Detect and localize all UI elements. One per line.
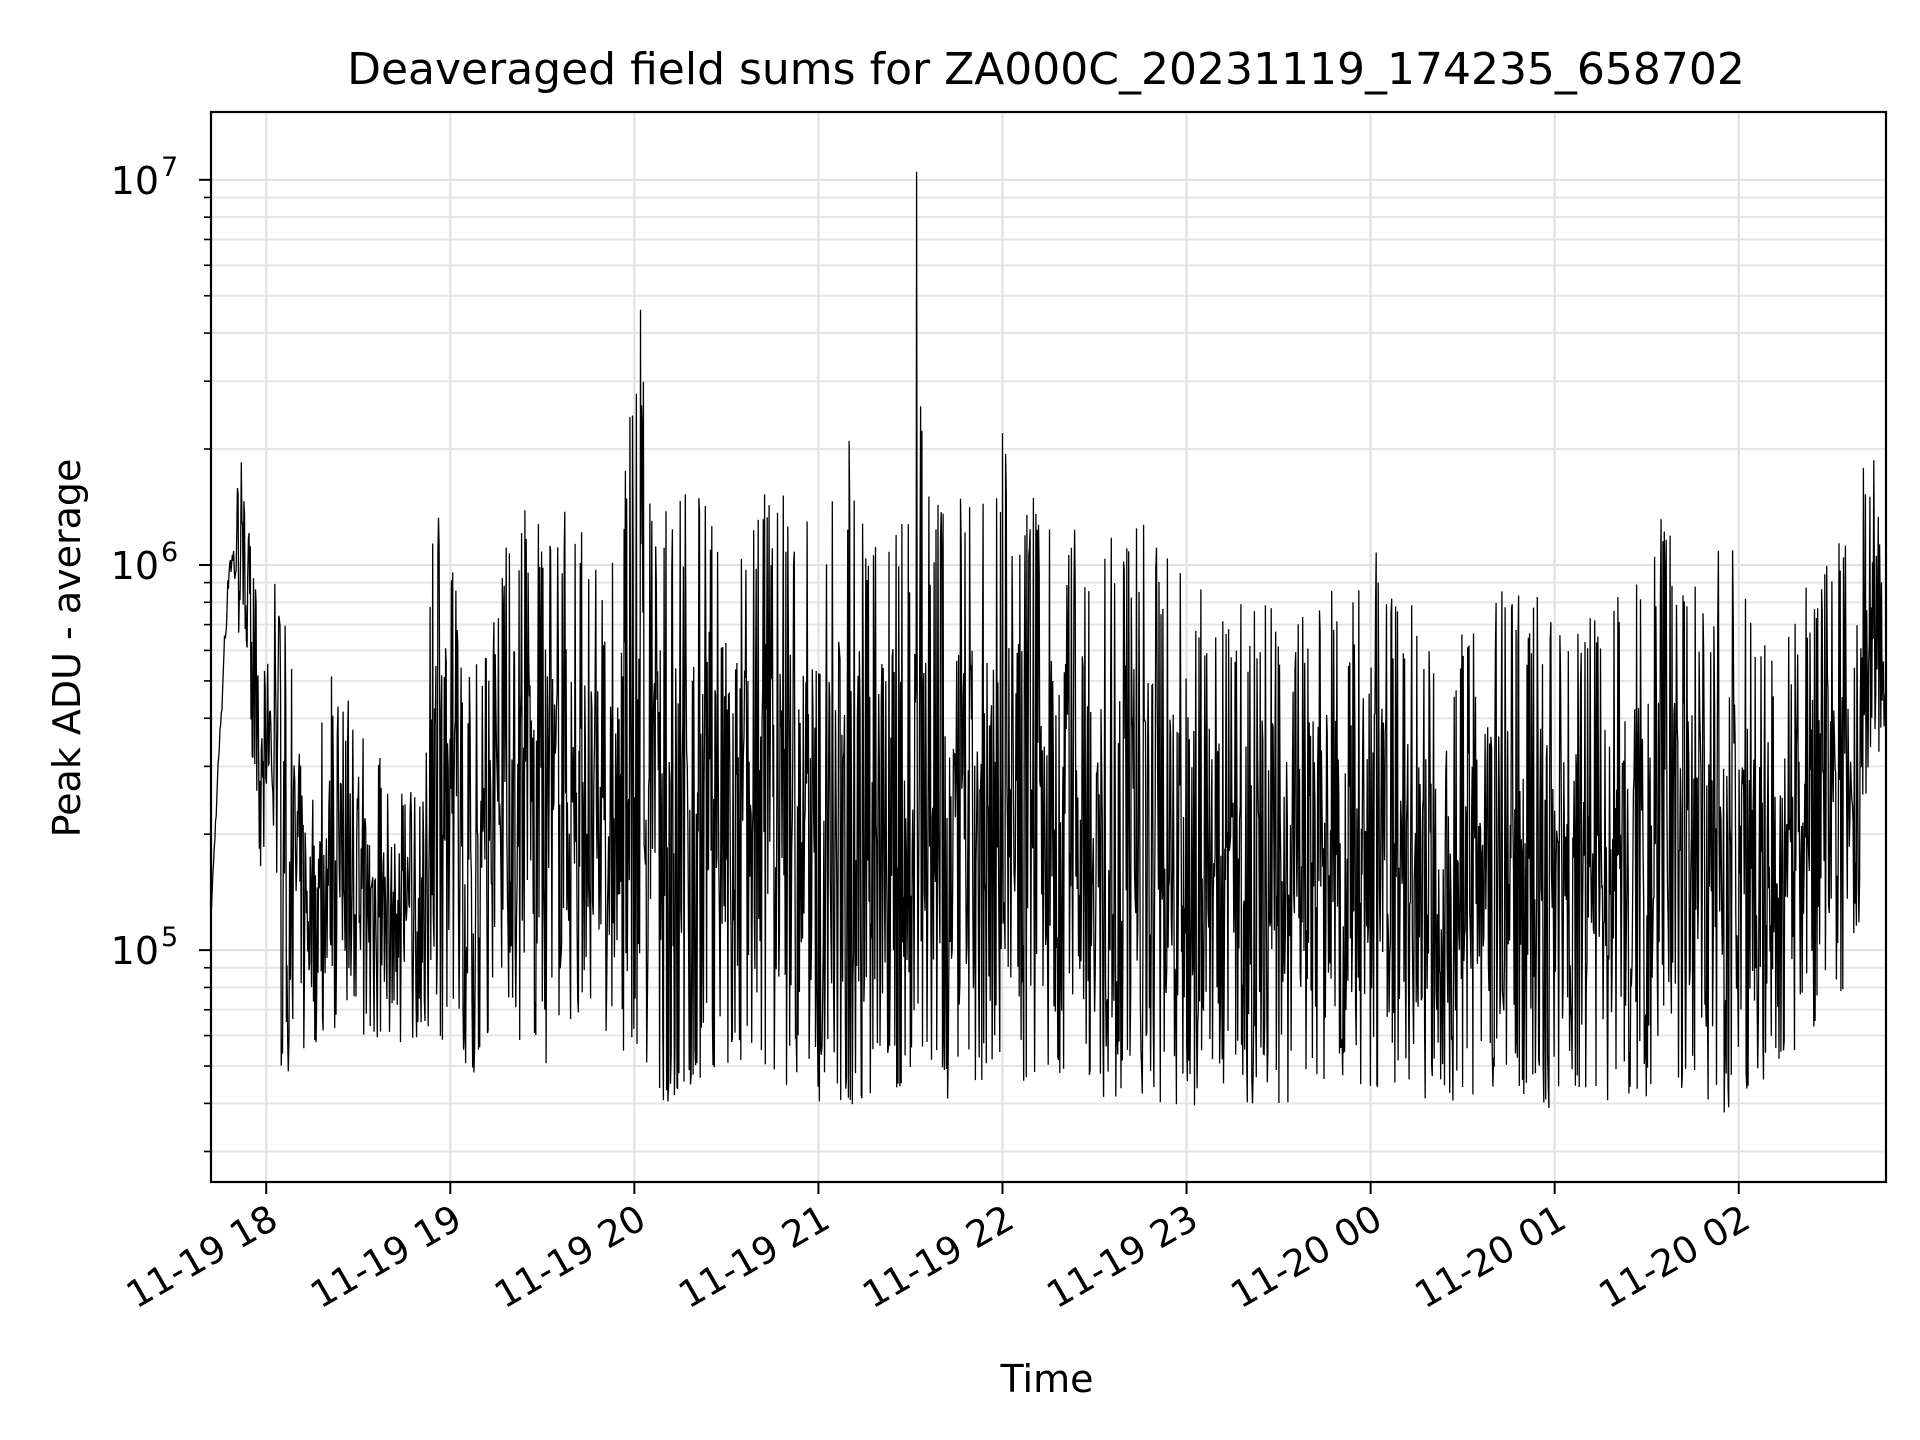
- series-line: [210, 171, 1887, 1113]
- y-tick-exponent: 7: [161, 152, 178, 183]
- y-tick-label: 10: [111, 929, 159, 973]
- y-tick-label: 10: [111, 159, 159, 203]
- plot-frame: [209, 110, 1888, 1184]
- y-tick-exponent: 6: [161, 537, 178, 568]
- chart-title: Deaveraged field sums for ZA000C_2023111…: [347, 44, 1745, 95]
- y-tick-exponent: 5: [161, 922, 178, 953]
- y-axis-label: Peak ADU - average: [45, 459, 89, 838]
- x-axis-label: Time: [1000, 1357, 1094, 1401]
- series-polyline: [210, 171, 1887, 1113]
- y-tick-label: 10: [111, 544, 159, 588]
